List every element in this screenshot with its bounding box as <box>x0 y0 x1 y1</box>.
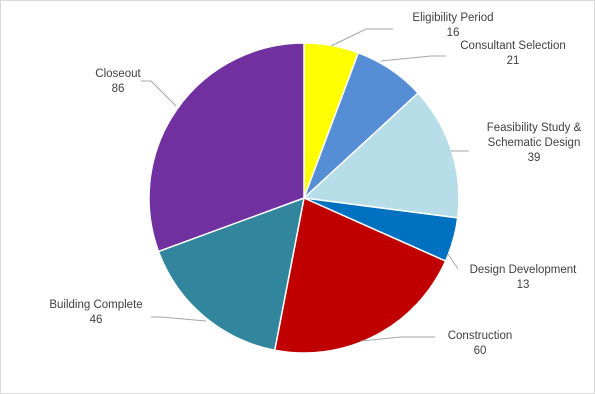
label-building-complete-value: 46 <box>89 314 103 326</box>
label-eligibility-period-value: 16 <box>446 27 460 39</box>
label-eligibility-period: Eligibility Period 16 <box>393 11 513 41</box>
label-consultant-selection-value: 21 <box>506 55 520 67</box>
label-construction-name: Construction <box>447 330 513 342</box>
label-construction-value: 60 <box>473 345 487 357</box>
label-feasibility-study-value: 39 <box>527 152 541 164</box>
label-eligibility-period-name: Eligibility Period <box>412 12 494 24</box>
label-feasibility-study: Feasibility Study & Schematic Design 39 <box>469 121 595 166</box>
slice-building-complete <box>157 196 305 352</box>
label-building-complete: Building Complete 46 <box>41 298 151 328</box>
label-design-development-name: Design Development <box>469 264 577 276</box>
label-feasibility-study-line2: Schematic Design <box>487 137 581 149</box>
leader-line-closeout <box>141 80 177 107</box>
label-consultant-selection: Consultant Selection 21 <box>443 39 583 69</box>
label-consultant-selection-name: Consultant Selection <box>460 40 566 52</box>
leader-line-eligibility-period <box>330 28 393 47</box>
leader-line-construction <box>360 336 435 342</box>
leader-line-design-development <box>447 253 459 270</box>
label-closeout: Closeout 86 <box>83 67 153 97</box>
label-building-complete-name: Building Complete <box>49 299 143 311</box>
label-design-development-value: 13 <box>516 279 530 291</box>
leader-line-consultant-selection <box>380 55 446 62</box>
slice-closeout <box>148 42 305 253</box>
leader-line-building-complete <box>151 316 207 322</box>
label-closeout-value: 86 <box>111 83 125 95</box>
label-design-development: Design Development 13 <box>463 263 583 293</box>
label-closeout-name: Closeout <box>95 68 141 80</box>
label-construction: Construction 60 <box>435 329 525 359</box>
label-feasibility-study-line1: Feasibility Study & <box>486 122 582 134</box>
slice-construction <box>273 196 447 354</box>
